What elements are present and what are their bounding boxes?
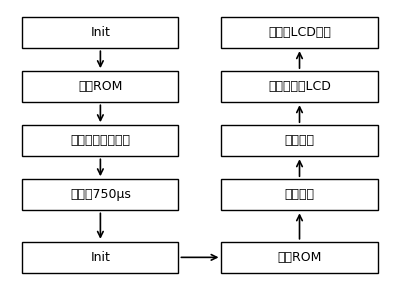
Text: Init: Init [90, 251, 110, 264]
FancyBboxPatch shape [221, 179, 378, 211]
FancyBboxPatch shape [22, 242, 179, 273]
Text: 发出温度转换命令: 发出温度转换命令 [70, 134, 130, 147]
Text: 读存储器: 读存储器 [284, 188, 314, 201]
Text: 获得温度: 获得温度 [284, 134, 314, 147]
Text: 输到串口和LCD: 输到串口和LCD [268, 80, 331, 93]
Text: Init: Init [90, 26, 110, 39]
Text: 跳过ROM: 跳过ROM [78, 80, 123, 93]
FancyBboxPatch shape [22, 125, 179, 156]
Text: 至少等750μs: 至少等750μs [70, 188, 131, 201]
FancyBboxPatch shape [221, 71, 378, 102]
FancyBboxPatch shape [22, 179, 179, 211]
FancyBboxPatch shape [221, 242, 378, 273]
FancyBboxPatch shape [22, 17, 179, 48]
FancyBboxPatch shape [221, 125, 378, 156]
FancyBboxPatch shape [221, 17, 378, 48]
Text: 串口和LCD显示: 串口和LCD显示 [268, 26, 331, 39]
Text: 跳过ROM: 跳过ROM [277, 251, 322, 264]
FancyBboxPatch shape [22, 71, 179, 102]
